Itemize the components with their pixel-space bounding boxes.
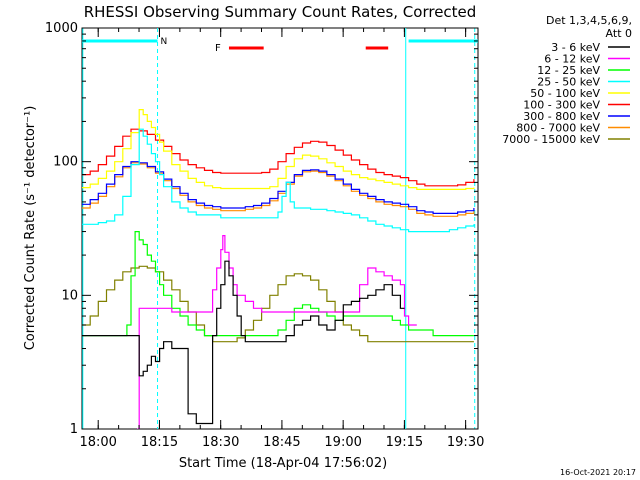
night-boundary-lines (82, 28, 476, 429)
x-tick-label: 18:15 (141, 435, 178, 450)
series-line-50-100-keV (82, 109, 475, 190)
plot-frame (81, 27, 479, 430)
legend-entry-label: 800 - 7000 keV (516, 122, 600, 135)
x-tick-label: 18:00 (79, 435, 116, 450)
x-tick-label: 18:30 (202, 435, 239, 450)
y-axis-label: Corrected Count Rate (s⁻¹ detector⁻¹) (23, 106, 38, 351)
legend-entry-label: 12 - 25 keV (537, 64, 600, 77)
x-tick-label: 19:30 (447, 435, 484, 450)
series-line-3-6-keV (82, 260, 405, 425)
observing-markers: NF (82, 37, 478, 54)
x-axis: 18:00 18:15 18:30 18:45 19:00 19:15 19:30 (79, 28, 484, 450)
x-tick-label: 18:45 (263, 435, 300, 450)
x-tick-label: 19:15 (386, 435, 423, 450)
legend-entry-label: 7000 - 15000 keV (502, 133, 600, 146)
flare-marker-label: F (215, 43, 221, 54)
series-group (82, 109, 475, 429)
y-tick-label: 1 (70, 422, 78, 437)
x-tick-label: 19:00 (324, 435, 361, 450)
y-tick-label: 100 (53, 155, 78, 170)
legend-entry-label: 6 - 12 keV (544, 53, 600, 66)
legend-entry-label: 3 - 6 keV (551, 41, 600, 54)
chart-title: RHESSI Observing Summary Count Rates, Co… (84, 3, 477, 21)
series-line-800-7000-keV (82, 162, 475, 217)
legend-header: Att 0 (606, 27, 632, 40)
y-tick-label: 10 (61, 288, 78, 303)
legend-entry-label: 25 - 50 keV (537, 76, 600, 89)
series-line-12-25-keV (82, 231, 474, 337)
series-line-7000-15000-keV (82, 265, 474, 343)
y-axis: 1 10 100 1000 (45, 21, 478, 437)
legend-entry-label: 50 - 100 keV (530, 87, 600, 100)
night-marker-label: N (161, 37, 168, 47)
render-timestamp: 16-Oct-2021 20:17 (560, 468, 636, 477)
x-axis-label: Start Time (18-Apr-04 17:56:02) (179, 456, 387, 471)
series-line-300-800-keV (82, 161, 475, 214)
legend-header: Det 1,3,4,5,6,9, (546, 14, 632, 27)
legend-entry-label: 300 - 800 keV (523, 110, 600, 123)
series-line-100-300-keV (82, 128, 475, 187)
legend-entry-label: 100 - 300 keV (523, 99, 600, 112)
series-line-6-12-keV (137, 235, 417, 429)
y-tick-label: 1000 (45, 21, 78, 36)
series-line-25-50-keV (82, 128, 475, 233)
